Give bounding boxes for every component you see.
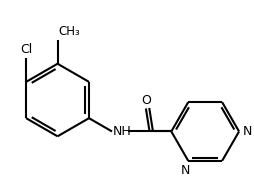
Text: O: O xyxy=(141,94,151,107)
Text: CH₃: CH₃ xyxy=(59,25,81,38)
Text: N: N xyxy=(243,125,252,138)
Text: NH: NH xyxy=(113,125,132,138)
Text: Cl: Cl xyxy=(20,43,32,56)
Text: N: N xyxy=(181,165,190,178)
